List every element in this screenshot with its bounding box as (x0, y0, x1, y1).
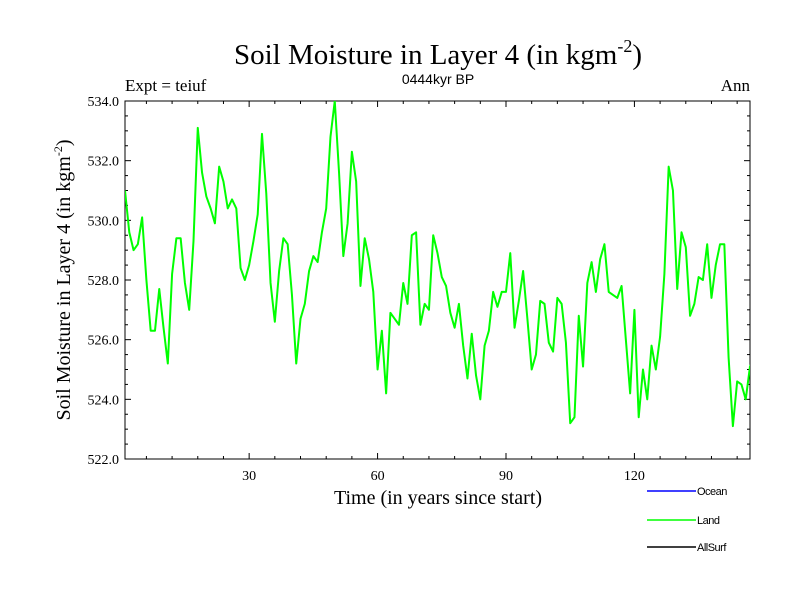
x-axis: 30 60 90 120 (145, 101, 738, 484)
legend-label-allsurf: AllSurf (697, 542, 727, 554)
y-tick-label: 528.0 (88, 274, 120, 289)
x-tick-label: 90 (499, 469, 513, 484)
experiment-label: Expt = teiuf (125, 76, 207, 95)
plot-area (124, 100, 751, 460)
legend-label-ocean: Ocean (697, 486, 727, 498)
y-tick-label: 532.0 (88, 155, 120, 170)
series-group (125, 101, 750, 428)
y-tick-label: 524.0 (88, 393, 120, 408)
y-tick-label: 530.0 (88, 214, 120, 229)
y-tick-label: 522.0 (88, 453, 120, 468)
season-label: Ann (721, 76, 751, 95)
legend: Ocean Land AllSurf (647, 486, 728, 554)
x-axis-title: Time (in years since start) (334, 487, 542, 509)
x-tick-label: 120 (624, 469, 645, 484)
y-tick-label: 534.0 (88, 95, 120, 110)
x-tick-label: 30 (242, 469, 256, 484)
y-tick-label: 526.0 (88, 334, 120, 349)
y-axis: 522.0 524.0 526.0 528.0 530.0 532.0 534.0 (88, 95, 750, 468)
legend-label-land: Land (697, 515, 720, 527)
x-tick-label: 60 (371, 469, 385, 484)
chart-subtitle: 0444kyr BP (402, 71, 474, 87)
chart-title: Soil Moisture in Layer 4 (in kgm-2) (234, 36, 642, 71)
series-line-land (125, 101, 750, 428)
y-axis-title: Soil Moisture in Layer 4 (in kgm-2) (51, 139, 75, 420)
